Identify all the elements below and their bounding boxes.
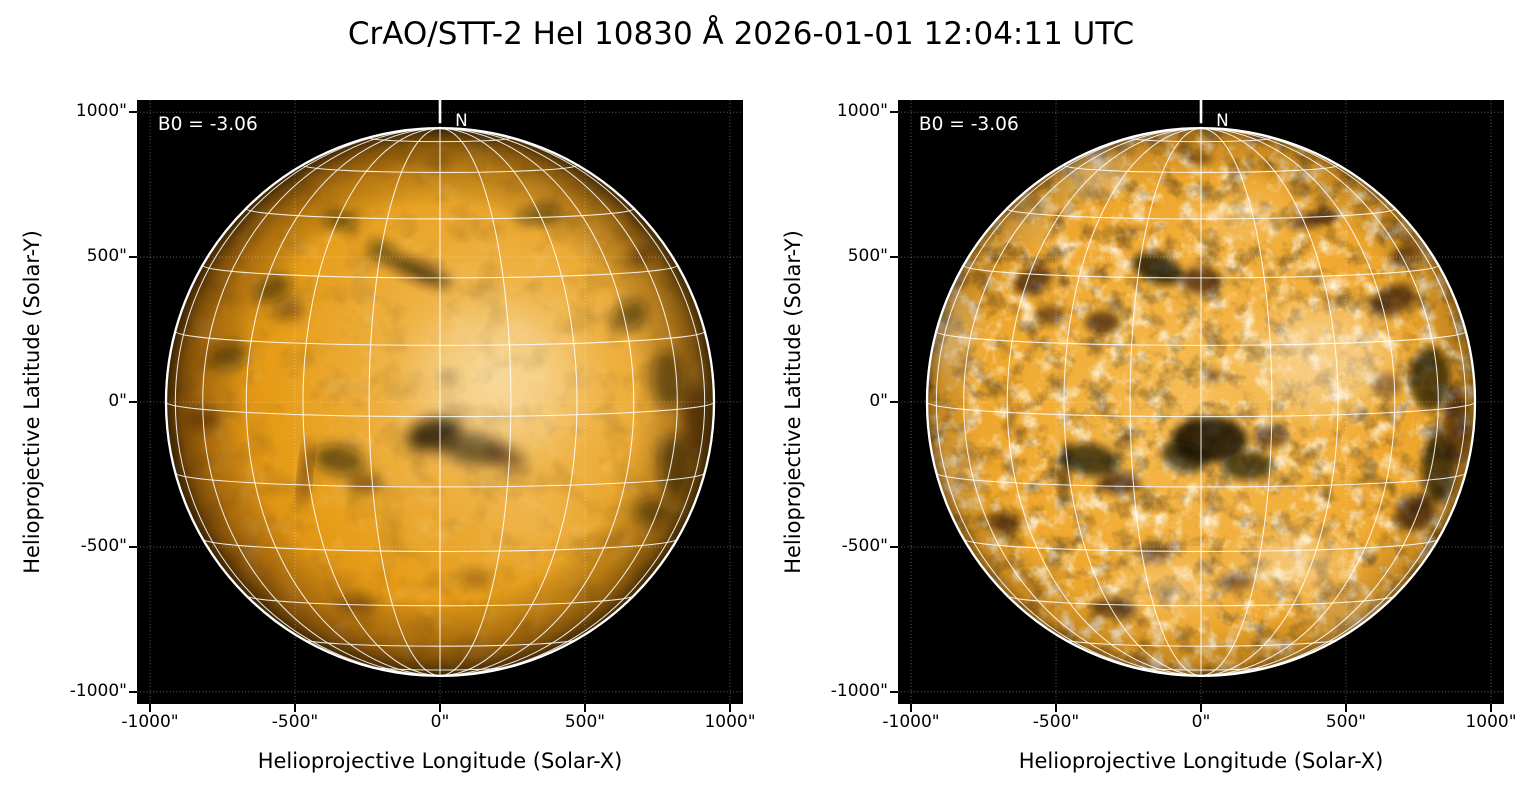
y-tick-label: -500" <box>80 536 127 556</box>
x-tick <box>1055 704 1057 712</box>
solar-limb <box>925 126 1477 678</box>
right-panel: N B0 = -3.06 <box>898 100 1504 704</box>
left-panel-plot: N B0 = -3.06 <box>137 100 743 704</box>
y-tick <box>129 401 137 403</box>
x-tick <box>910 704 912 712</box>
heliographic-grid <box>926 127 1476 677</box>
y-tick <box>890 111 898 113</box>
y-tick-label: -1000" <box>830 681 888 701</box>
right-panel-plot: N B0 = -3.06 <box>898 100 1504 704</box>
y-tick-label: -1000" <box>69 681 127 701</box>
x-tick <box>584 704 586 712</box>
y-tick-label: 0" <box>108 391 127 411</box>
x-tick-label: 500" <box>1325 712 1367 732</box>
x-tick-label: 0" <box>1191 712 1211 732</box>
x-axis-label-right: Helioprojective Longitude (Solar-X) <box>1018 749 1384 773</box>
y-tick-label: 1000" <box>75 101 127 121</box>
north-label: N <box>1216 110 1229 130</box>
y-tick <box>129 111 137 113</box>
y-tick-label: 1000" <box>836 101 888 121</box>
y-tick-label: -500" <box>841 536 888 556</box>
b0-annotation: B0 = -3.06 <box>919 114 1019 135</box>
x-tick <box>729 704 731 712</box>
x-tick <box>1490 704 1492 712</box>
x-tick <box>1200 704 1202 712</box>
x-tick-label: -1000" <box>882 712 940 732</box>
solar-limb <box>164 126 716 678</box>
y-axis-label-right: Helioprojective Latitude (Solar-Y) <box>781 230 805 574</box>
y-tick <box>890 546 898 548</box>
y-tick <box>890 401 898 403</box>
b0-annotation: B0 = -3.06 <box>158 114 258 135</box>
left-panel: N B0 = -3.06 <box>137 100 743 704</box>
x-tick-label: -500" <box>1032 712 1080 732</box>
y-tick <box>129 546 137 548</box>
y-tick <box>890 256 898 258</box>
y-tick <box>129 256 137 258</box>
x-tick-label: 0" <box>430 712 450 732</box>
x-tick <box>1345 704 1347 712</box>
x-tick-label: 1000" <box>1465 712 1517 732</box>
y-tick-label: 0" <box>869 391 888 411</box>
heliographic-grid <box>165 127 715 677</box>
y-tick <box>129 691 137 693</box>
north-label: N <box>455 110 468 130</box>
x-tick <box>439 704 441 712</box>
x-tick <box>294 704 296 712</box>
x-tick <box>149 704 151 712</box>
y-axis-label-left: Helioprojective Latitude (Solar-Y) <box>20 230 44 574</box>
y-tick <box>890 691 898 693</box>
x-tick-label: -1000" <box>121 712 179 732</box>
y-tick-label: 500" <box>86 246 127 266</box>
figure-title: CrAO/STT-2 HeI 10830 Å 2026-01-01 12:04:… <box>347 16 1135 52</box>
x-tick-label: 1000" <box>704 712 756 732</box>
x-tick-label: -500" <box>271 712 319 732</box>
y-tick-label: 500" <box>847 246 888 266</box>
x-tick-label: 500" <box>564 712 606 732</box>
x-axis-label-left: Helioprojective Longitude (Solar-X) <box>257 749 623 773</box>
